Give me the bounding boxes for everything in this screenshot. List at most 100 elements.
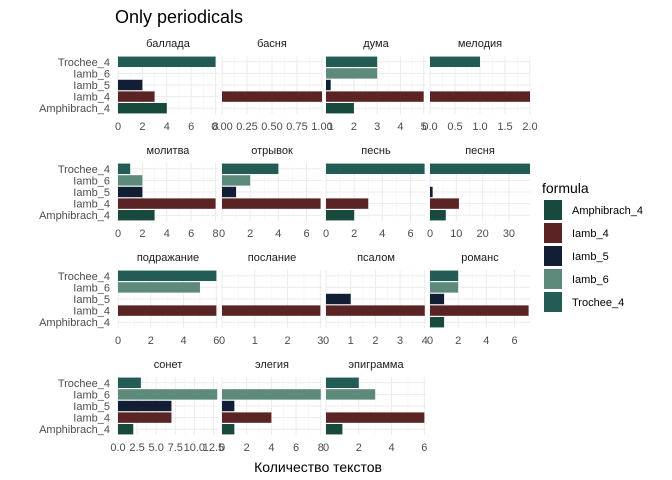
- x-tick-label: 4: [397, 121, 403, 133]
- facet-panel-басня: басня 0.00 0.25 0.50 0.75 1.00: [211, 38, 332, 133]
- facet-strip-label: отрывок: [251, 145, 293, 157]
- bar-отрывок-iamb_5: [222, 186, 237, 198]
- facet-strip-label: элегия: [255, 359, 289, 371]
- chart-title: Only periodicals: [115, 7, 243, 27]
- facet-strip-label: мелодия: [458, 38, 502, 50]
- bar-романс-trochee_4: [430, 270, 459, 282]
- x-tick-label: 4: [268, 442, 274, 454]
- facet-strip-label: псалом: [357, 252, 395, 264]
- bar-мелодия-iamb_4: [430, 91, 530, 102]
- y-tick-label: Iamb_6: [73, 282, 110, 294]
- legend-swatch-iamb_4: [544, 223, 562, 243]
- x-tick-label: 2: [356, 442, 362, 454]
- y-tick-label: Iamb_5: [73, 80, 110, 92]
- y-tick-label: Trochee_4: [58, 271, 110, 283]
- x-tick-label: 1: [252, 335, 258, 347]
- y-tick-label: Amphibrach_4: [39, 317, 110, 329]
- bar-баллада-amphibrach_4: [118, 102, 167, 114]
- bar-элегия-iamb_6: [222, 389, 321, 400]
- bar-молитва-iamb_4: [118, 198, 216, 209]
- bar-сонет-iamb_4: [118, 412, 172, 423]
- x-tick-label: 0.00: [211, 121, 232, 133]
- bar-сонет-iamb_6: [118, 389, 218, 400]
- x-tick-label: 7.5: [168, 442, 183, 454]
- facet-strip-label: послание: [248, 252, 296, 264]
- x-tick-label: 2: [351, 121, 357, 133]
- x-tick-label: 4: [389, 442, 395, 454]
- x-tick-label: 0: [427, 335, 433, 347]
- bar-дума-trochee_4: [326, 56, 378, 68]
- bar-песня-iamb_4: [430, 198, 459, 209]
- facet-strip-label: сонет: [154, 359, 183, 371]
- x-tick-label: 6: [293, 442, 299, 454]
- facet-panel-романс: романс 0 2 4 6: [427, 252, 530, 347]
- x-tick-label: 0: [219, 228, 225, 240]
- x-tick-label: 2: [247, 228, 253, 240]
- bar-молитва-amphibrach_4: [118, 209, 155, 221]
- y-tick-label: Iamb_4: [73, 306, 110, 318]
- bar-басня-iamb_4: [222, 91, 322, 102]
- bar-молитва-iamb_6: [118, 175, 143, 186]
- y-tick-label: Iamb_5: [73, 294, 110, 306]
- legend-label: Iamb_4: [572, 228, 609, 240]
- y-tick-label: Amphibrach_4: [39, 103, 110, 115]
- bar-элегия-iamb_4: [222, 412, 272, 423]
- x-tick-label: 0: [219, 442, 225, 454]
- bar-сонет-trochee_4: [118, 377, 141, 389]
- x-tick-label: 4: [379, 228, 385, 240]
- x-tick-label: 2: [455, 335, 461, 347]
- facet-panel-эпиграмма: эпиграмма 0 2 4 6: [323, 359, 427, 454]
- x-tick-label: 2: [244, 442, 250, 454]
- bar-баллада-trochee_4: [118, 56, 216, 68]
- y-tick-label: Amphibrach_4: [39, 210, 110, 222]
- bar-псалом-iamb_4: [326, 305, 425, 316]
- bar-дума-amphibrach_4: [326, 102, 354, 114]
- legend: formula Amphibrach_4 Iamb_4 Iamb_5 Iamb_6 Tr…: [542, 180, 643, 312]
- y-tick-label: Trochee_4: [58, 57, 110, 69]
- y-tick-label: Amphibrach_4: [39, 424, 110, 436]
- x-tick-label: 6: [213, 335, 219, 347]
- y-tick-label: Iamb_6: [73, 68, 110, 80]
- x-tick-label: 4: [275, 228, 281, 240]
- bar-песня-iamb_5: [430, 186, 433, 198]
- facet-panel-баллада: баллада 0 2 4 6 8 Trochee_4Iamb_6Iamb_5Iamb_4A…: [39, 38, 219, 133]
- y-tick-label: Iamb_4: [73, 413, 110, 425]
- legend-swatch-amphibrach_4: [544, 200, 562, 220]
- x-tick-label: 8: [212, 228, 218, 240]
- x-tick-label: 6: [303, 228, 309, 240]
- bar-романс-amphibrach_4: [430, 316, 445, 328]
- x-tick-label: 5: [421, 121, 427, 133]
- x-tick-label: 2: [285, 335, 291, 347]
- x-tick-label: 0: [219, 335, 225, 347]
- facet-strip-label: молитва: [147, 145, 191, 157]
- bar-песнь-iamb_4: [326, 198, 369, 209]
- bar-сонет-amphibrach_4: [118, 423, 134, 435]
- x-tick-label: 6: [511, 335, 517, 347]
- facet-panel-подражание: подражание 0 2 4 6 Trochee_4Iamb_6Iamb_5Iamb_…: [39, 252, 219, 347]
- x-tick-label: 2: [372, 335, 378, 347]
- x-tick-label: 10.0: [184, 442, 205, 454]
- facet-panel-дума: дума 1 2 3 4 5: [326, 38, 427, 133]
- facet-panel-послание: послание 0 1 2 3: [219, 252, 323, 347]
- bar-романс-iamb_6: [430, 282, 459, 293]
- x-tick-label: 0.50: [261, 121, 282, 133]
- legend-label: Iamb_5: [572, 251, 609, 263]
- facet-strip-label: эпиграмма: [348, 359, 404, 371]
- x-tick-label: 0.25: [236, 121, 257, 133]
- x-tick-label: 3: [397, 335, 403, 347]
- legend-swatch-iamb_6: [544, 269, 562, 289]
- x-tick-label: 2: [148, 335, 154, 347]
- bar-романс-iamb_4: [430, 305, 529, 316]
- bar-эпиграмма-trochee_4: [326, 377, 359, 389]
- legend-swatch-iamb_5: [544, 246, 562, 266]
- y-tick-label: Iamb_5: [73, 401, 110, 413]
- facet-panel-молитва: молитва 0 2 4 6 8 Trochee_4Iamb_6Iamb_5Iamb_4A…: [39, 145, 219, 240]
- y-tick-label: Trochee_4: [58, 378, 110, 390]
- x-tick-label: 0: [115, 121, 121, 133]
- y-tick-label: Iamb_6: [73, 175, 110, 187]
- x-tick-label: 0.0: [110, 442, 125, 454]
- x-tick-label: 0: [323, 335, 329, 347]
- facet-strip-label: подражание: [137, 252, 199, 264]
